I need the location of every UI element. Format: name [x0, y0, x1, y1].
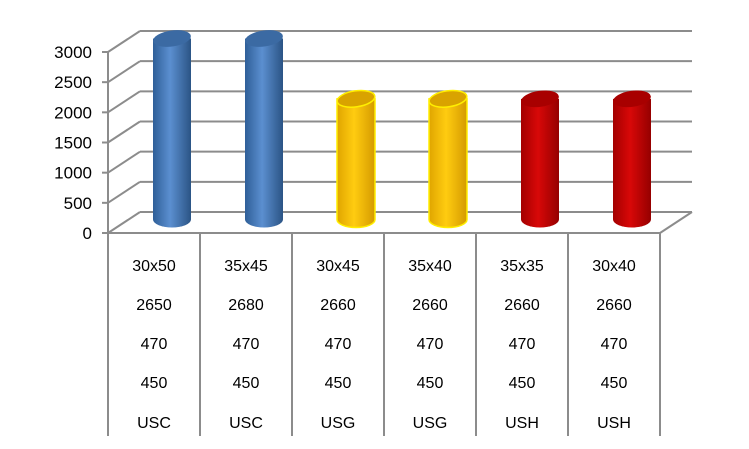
table-cell: 35x35 [500, 258, 544, 275]
table-cell: 470 [325, 336, 352, 353]
table-cell: 30x50 [132, 258, 176, 275]
side-gridline [107, 60, 141, 84]
table-cell: 2660 [320, 297, 356, 314]
floor-right [659, 211, 693, 234]
bar-30x45 [336, 89, 376, 229]
side-gridline [107, 120, 141, 144]
table-cell: USH [505, 415, 539, 432]
side-gridline [107, 150, 141, 174]
table-cell: USC [229, 415, 263, 432]
table-cell: USG [321, 415, 356, 432]
table-cell: 2660 [596, 297, 632, 314]
table-cell: 2650 [136, 297, 172, 314]
table-cell: 470 [601, 336, 628, 353]
y-tick-label: 3000 [54, 43, 92, 62]
y-tick-label: 2000 [54, 103, 92, 122]
y-tick-label: 1500 [54, 134, 92, 153]
table-cell: 470 [509, 336, 536, 353]
side-gridline [107, 211, 141, 234]
table-cell: 2660 [504, 297, 540, 314]
table-cell: 2660 [412, 297, 448, 314]
table-cell: 450 [233, 375, 260, 392]
table-cell: 470 [417, 336, 444, 353]
table-cell: 450 [417, 375, 444, 392]
bar-30x40 [613, 90, 651, 228]
table-cell: 450 [325, 375, 352, 392]
bar-30x50 [153, 30, 191, 228]
table-cell: USC [137, 415, 171, 432]
bar-35x45 [245, 30, 283, 228]
table-cell: 470 [141, 336, 168, 353]
table-cell: USG [413, 415, 448, 432]
table-cell: 450 [141, 375, 168, 392]
table-cell: 35x40 [408, 258, 452, 275]
table-cell: USH [597, 415, 631, 432]
table-cell: 2680 [228, 297, 264, 314]
table-cell: 470 [233, 336, 260, 353]
y-tick-label: 0 [83, 224, 92, 243]
table-cell: 450 [601, 375, 628, 392]
side-gridline [107, 180, 141, 204]
bars [153, 30, 651, 229]
data-table: 30x50 35x45 30x45 35x40 35x35 30x40 2650 2680 26… [107, 233, 661, 436]
bar-35x35 [521, 90, 559, 228]
table-cell: 450 [509, 375, 536, 392]
y-axis-ticks: 0 500 1000 1500 2000 2500 3000 [54, 43, 92, 243]
y-tick-label: 500 [64, 194, 92, 213]
bar-35x40 [428, 89, 468, 229]
table-cell: 35x45 [224, 258, 268, 275]
y-tick-label: 2500 [54, 73, 92, 92]
table-cell: 30x45 [316, 258, 360, 275]
table-cell: 30x40 [592, 258, 636, 275]
side-gridline [107, 90, 141, 114]
side-gridline [107, 30, 141, 53]
y-tick-label: 1000 [54, 164, 92, 183]
